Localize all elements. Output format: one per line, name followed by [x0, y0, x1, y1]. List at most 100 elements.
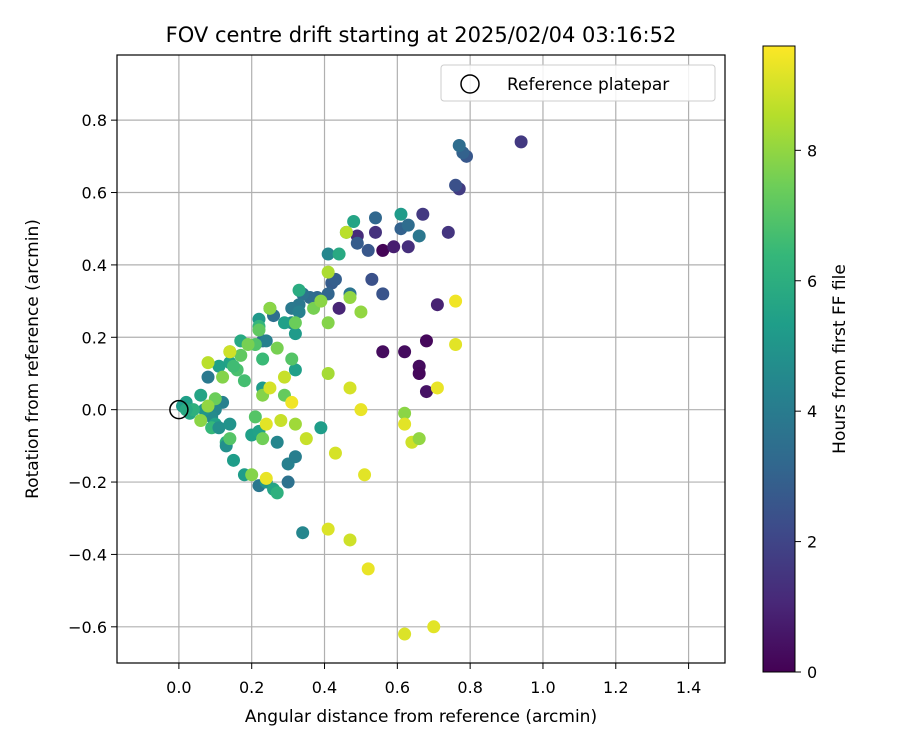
- data-point: [227, 453, 241, 467]
- x-axis-label: Angular distance from reference (arcmin): [245, 707, 597, 727]
- colorbar-ticks: 0 2 4 6 8: [795, 141, 817, 682]
- data-point: [201, 356, 215, 370]
- data-point: [314, 294, 328, 308]
- data-point: [365, 272, 379, 286]
- data-point: [277, 316, 291, 330]
- data-point: [354, 305, 368, 319]
- y-tick-label: 0.8: [82, 111, 107, 130]
- data-point: [449, 338, 463, 352]
- chart-title: FOV centre drift starting at 2025/02/04 …: [166, 23, 677, 47]
- x-axis-ticks: 0.0 0.2 0.4 0.6 0.8 1.0 1.2 1.4: [166, 663, 701, 697]
- data-point: [263, 301, 277, 315]
- x-tick-label: 0.6: [385, 678, 410, 697]
- data-point: [419, 385, 433, 399]
- colorbar-tick-label: 8: [807, 141, 817, 160]
- colorbar-tick-label: 2: [807, 533, 817, 552]
- x-tick-label: 0.4: [312, 678, 337, 697]
- y-tick-label: 0.2: [82, 328, 107, 347]
- data-point: [358, 468, 372, 482]
- data-point: [343, 290, 357, 304]
- data-point: [376, 345, 390, 359]
- colorbar-tick-label: 6: [807, 272, 817, 291]
- data-point: [401, 240, 415, 254]
- data-point: [321, 316, 335, 330]
- legend-label: Reference platepar: [507, 75, 669, 95]
- data-point: [514, 135, 528, 149]
- data-point: [259, 417, 273, 431]
- data-point: [321, 265, 335, 279]
- data-point: [427, 620, 441, 634]
- colorbar-label: Hours from first FF file: [830, 264, 850, 454]
- data-point: [332, 247, 346, 261]
- x-tick-label: 1.2: [603, 678, 628, 697]
- data-point: [194, 414, 208, 428]
- data-point: [376, 287, 390, 301]
- data-point: [354, 403, 368, 417]
- y-tick-label: −0.4: [68, 545, 107, 564]
- data-point: [361, 562, 375, 576]
- data-point: [277, 370, 291, 384]
- legend-marker-icon: [460, 74, 480, 94]
- data-point: [449, 178, 463, 192]
- data-point: [241, 338, 255, 352]
- plot-frame: [116, 54, 726, 664]
- data-point: [387, 240, 401, 254]
- data-point: [281, 475, 295, 489]
- data-point: [376, 243, 390, 257]
- x-tick-label: 1.4: [676, 678, 701, 697]
- data-point: [412, 432, 426, 446]
- data-point: [350, 236, 364, 250]
- data-point: [292, 305, 306, 319]
- data-point: [299, 432, 313, 446]
- data-point: [449, 294, 463, 308]
- y-axis-label: Rotation from reference (arcmin): [23, 219, 43, 499]
- data-point: [270, 486, 284, 500]
- data-point: [223, 417, 237, 431]
- data-point: [412, 366, 426, 380]
- data-point: [292, 283, 306, 297]
- data-point: [256, 352, 270, 366]
- data-point: [401, 218, 415, 232]
- data-point: [343, 533, 357, 547]
- data-point: [227, 359, 241, 373]
- x-tick-label: 0.2: [239, 678, 264, 697]
- data-point: [248, 410, 262, 424]
- data-points: [176, 135, 528, 641]
- data-point: [216, 370, 230, 384]
- data-point: [398, 406, 412, 420]
- data-point: [288, 327, 302, 341]
- data-point: [321, 366, 335, 380]
- data-point: [321, 247, 335, 261]
- y-tick-label: 0.4: [82, 256, 107, 275]
- data-point: [223, 432, 237, 446]
- data-point: [441, 225, 455, 239]
- y-tick-label: 0.6: [82, 184, 107, 203]
- data-point: [339, 225, 353, 239]
- data-point: [361, 243, 375, 257]
- data-point: [285, 352, 299, 366]
- data-point: [256, 432, 270, 446]
- colorbar-tick-label: 0: [807, 663, 817, 682]
- data-point: [194, 388, 208, 402]
- data-point: [288, 417, 302, 431]
- data-point: [368, 211, 382, 225]
- data-point: [270, 435, 284, 449]
- data-point: [201, 399, 215, 413]
- reference-platepar-marker: [169, 399, 189, 420]
- x-tick-label: 1.0: [530, 678, 555, 697]
- data-point: [270, 341, 284, 355]
- data-point: [179, 403, 193, 417]
- data-point: [328, 446, 342, 460]
- colorbar: [762, 45, 796, 673]
- data-point: [274, 414, 288, 428]
- data-point: [252, 323, 266, 337]
- data-point: [234, 348, 248, 362]
- data-point: [398, 627, 412, 641]
- data-point: [288, 316, 302, 330]
- data-point: [394, 207, 408, 221]
- data-point: [430, 298, 444, 312]
- data-point: [321, 522, 335, 536]
- data-point: [347, 214, 361, 228]
- data-point: [314, 421, 328, 435]
